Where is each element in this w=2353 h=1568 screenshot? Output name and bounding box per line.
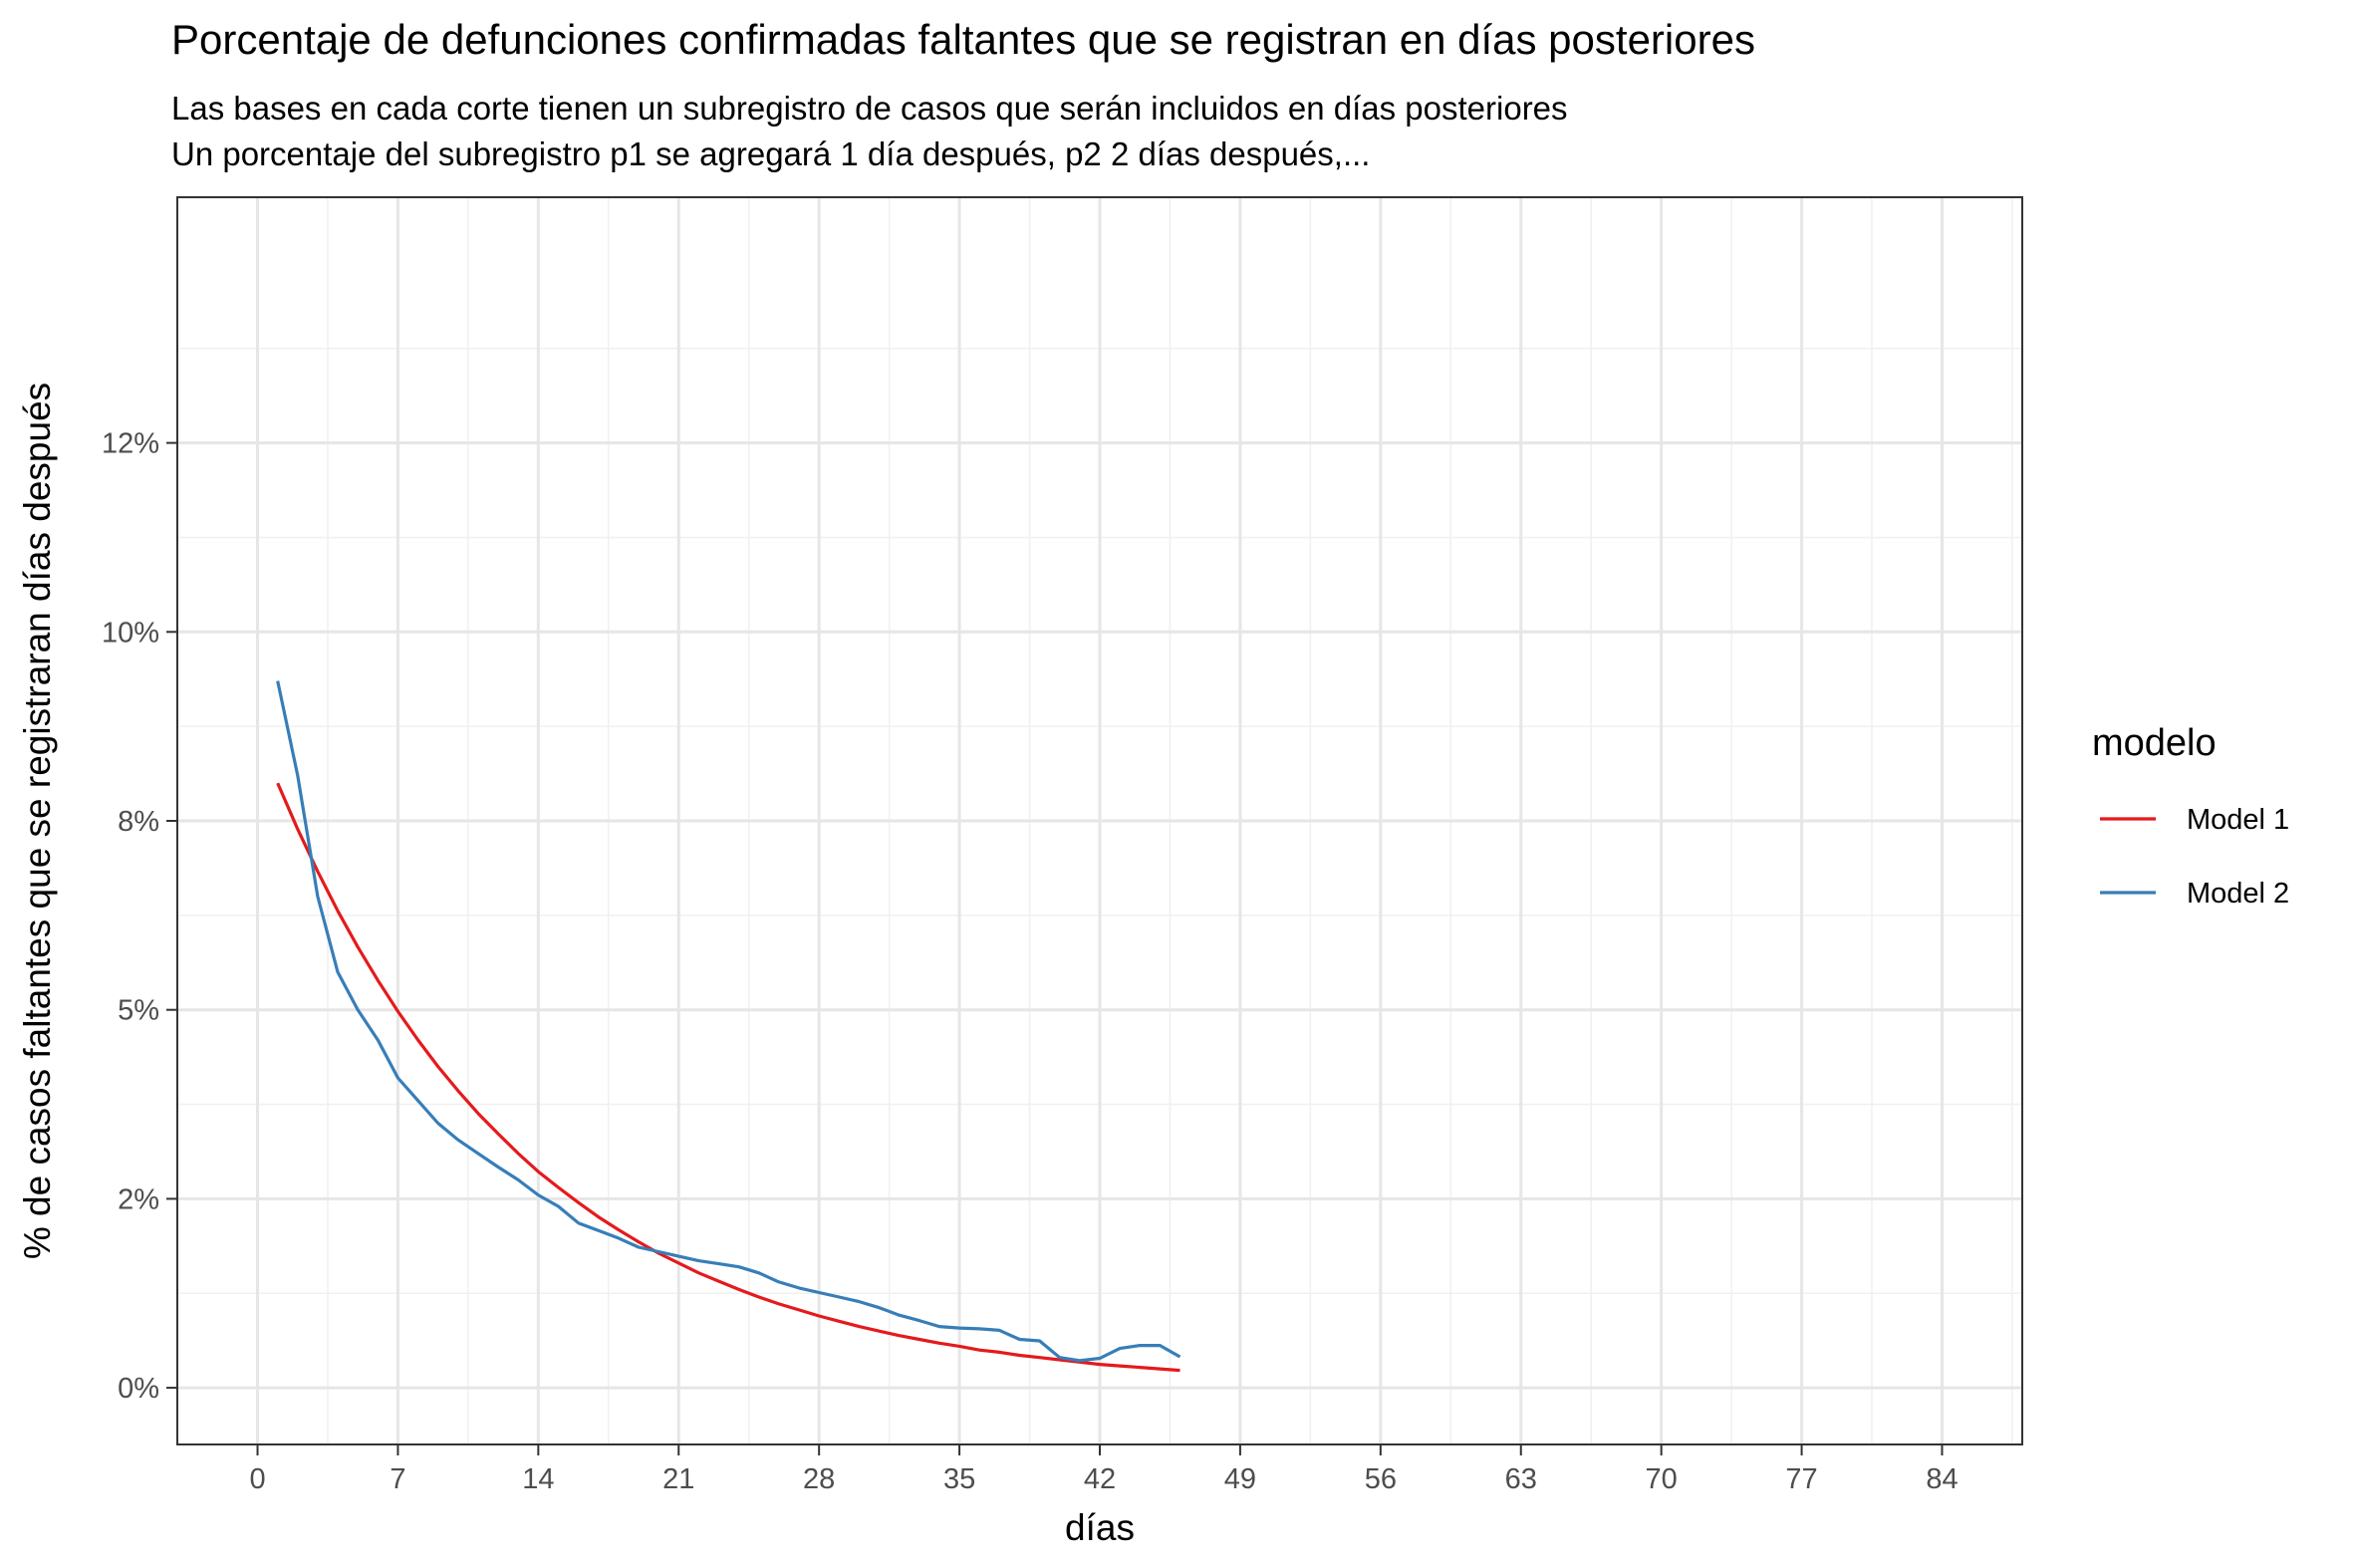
major-gridlines [177,197,2022,1444]
chart-title: Porcentaje de defunciones confirmadas fa… [171,16,1755,63]
legend-items: Model 1 Model 2 [2100,804,2289,910]
x-tick-label: 0 [249,1463,265,1495]
x-tick-label: 21 [662,1463,694,1495]
y-tick-label: 12% [102,428,159,460]
series-line-2 [276,680,1181,1363]
x-tick-label: 56 [1365,1463,1397,1495]
series-layer [276,680,1181,1373]
y-tick-label: 2% [118,1183,159,1215]
x-tick-label: 35 [943,1463,975,1495]
x-tick-label: 49 [1224,1463,1256,1495]
x-axis-title: días [1065,1507,1135,1548]
x-tick-label: 7 [390,1463,405,1495]
legend-title: modelo [2092,722,2217,764]
x-tick-label: 70 [1646,1463,1678,1495]
x-tick-label: 42 [1084,1463,1116,1495]
y-tick-label: 8% [118,806,159,838]
y-tick-label: 10% [102,617,159,649]
legend-label: Model 2 [2187,878,2289,910]
x-axis: 0 7 14 21 28 35 42 49 56 63 70 77 84 [249,1444,1959,1495]
x-tick-label: 63 [1505,1463,1537,1495]
y-tick-label: 0% [118,1373,159,1405]
legend: modelo Model 1 Model 2 [2092,722,2289,910]
x-tick-label: 28 [803,1463,835,1495]
x-tick-label: 84 [1926,1463,1958,1495]
y-axis-title: % de casos faltantes que se registraran … [17,383,58,1259]
legend-label: Model 1 [2187,804,2289,836]
x-tick-label: 14 [522,1463,554,1495]
chart-subtitle-line-1: Las bases en cada corte tienen un subreg… [171,90,1568,127]
chart-subtitle-line-2: Un porcentaje del subregistro p1 se agre… [171,135,1371,172]
x-tick-label: 77 [1785,1463,1817,1495]
y-tick-label: 5% [118,995,159,1027]
series-line-1 [276,782,1180,1373]
y-axis: 0% 2% 5% 8% 10% 12% [102,428,177,1405]
